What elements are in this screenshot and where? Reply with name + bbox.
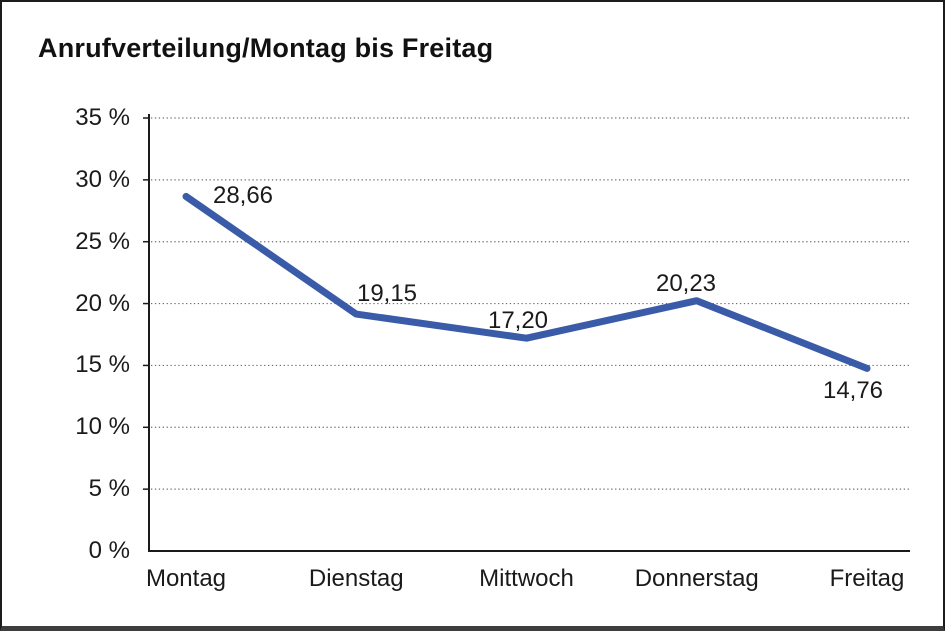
x-axis-category-label: Mittwoch [479, 565, 574, 592]
x-axis-category-label: Dienstag [308, 565, 404, 592]
y-axis-tick-label: 20 % [75, 289, 130, 317]
x-axis-category-label: Montag [145, 565, 227, 592]
y-axis-tick-label: 35 % [75, 104, 130, 131]
y-axis-tick-label: 5 % [88, 475, 130, 503]
x-axis-category-label: Donnerstag [634, 565, 759, 592]
data-point-label: 20,23 [655, 270, 717, 297]
data-point-label: 17,20 [487, 307, 549, 334]
y-axis-tick-label: 10 % [75, 413, 130, 441]
y-axis-tick-label: 30 % [75, 165, 130, 193]
y-axis-tick-label: 25 % [75, 227, 130, 255]
data-point-label: 14,76 [822, 377, 884, 404]
x-axis-category-label: Freitag [829, 565, 905, 592]
y-axis-tick-label: 15 % [75, 351, 130, 379]
data-line [182, 192, 871, 372]
y-axis-tick-label: 0 % [88, 537, 130, 564]
chart-title: Anrufverteilung/Montag bis Freitag [38, 33, 494, 63]
data-point-label: 28,66 [212, 182, 274, 209]
data-point-label: 19,15 [356, 280, 418, 307]
